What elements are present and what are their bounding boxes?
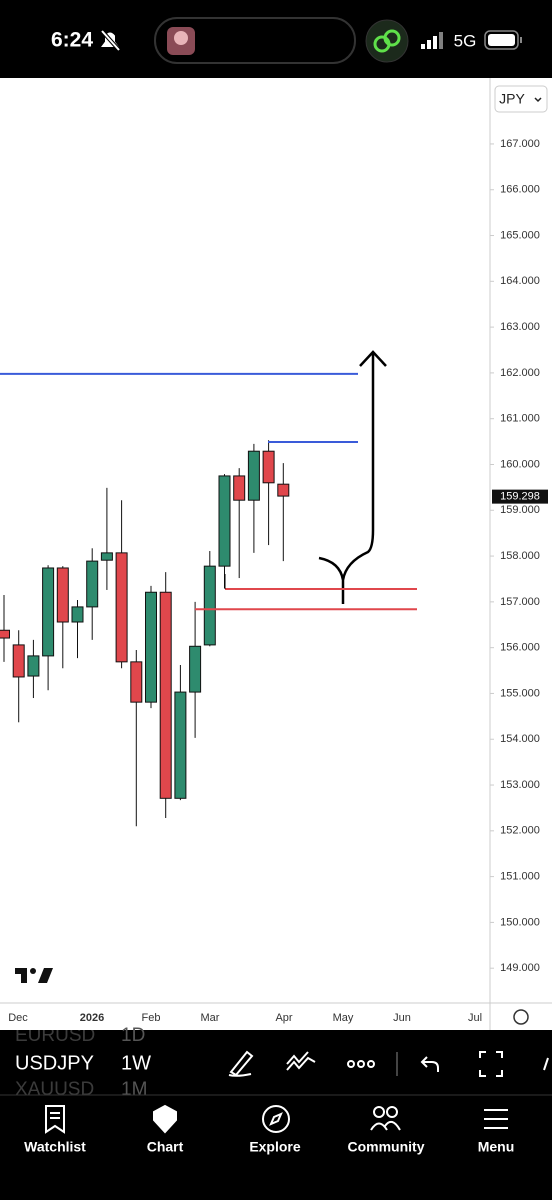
chart-area [0, 78, 552, 1030]
y-tick-label: 163.000 [500, 321, 540, 333]
x-tick-label: 2026 [80, 1012, 104, 1024]
y-tick-label: 153.000 [500, 779, 540, 791]
hidden-symbols: EURUSD XAUUSD [15, 1025, 95, 1100]
y-tick-label: 152.000 [500, 825, 540, 837]
battery [484, 30, 522, 50]
clock: 6:24 [51, 29, 93, 52]
y-tick-label: 164.000 [500, 275, 540, 287]
nav-labels: Watchlist Chart Explore Community Menu [24, 1139, 514, 1155]
x-tick-label: Jul [468, 1012, 482, 1024]
x-tick-label: Dec [8, 1012, 28, 1024]
candle-body [115, 552, 128, 663]
nav-label[interactable]: Explore [249, 1139, 301, 1155]
mute-icon [100, 29, 121, 52]
settings-icon[interactable] [513, 1009, 529, 1025]
toolbar-icons[interactable] [228, 1050, 549, 1077]
y-tick-label: 156.000 [500, 642, 540, 654]
y-tick-label: 159.000 [500, 504, 540, 516]
last-price-box [492, 489, 548, 504]
drawn-arrow [318, 350, 387, 604]
hidden-symbol: XAUUSD [15, 1079, 94, 1100]
y-tick-label: 157.000 [500, 596, 540, 608]
candle-body [277, 483, 290, 497]
candle-body [42, 567, 55, 657]
x-tick-label: May [333, 1012, 354, 1024]
x-tick-label: Jun [393, 1012, 411, 1024]
y-tick-label: 155.000 [500, 687, 540, 699]
nav-bar [0, 1095, 552, 1200]
nav-label[interactable]: Chart [147, 1139, 184, 1155]
candle-body [262, 450, 275, 484]
candle-body [174, 691, 187, 799]
x-tick-label: Feb [142, 1012, 161, 1024]
plot [0, 440, 290, 827]
y-tick-label: 161.000 [500, 413, 540, 425]
candle-body [56, 567, 69, 623]
y-tick-label: 149.000 [500, 962, 540, 974]
y-tick-label: 162.000 [500, 367, 540, 379]
candle-body [145, 591, 157, 703]
network: 5G [454, 31, 477, 50]
currency: JPY [499, 91, 525, 107]
link-icon [373, 29, 401, 53]
signal-bars [421, 32, 443, 49]
last-price: 159.298 [500, 491, 540, 503]
nav-label[interactable]: Community [348, 1139, 425, 1155]
candle-body [100, 552, 113, 561]
dynamic-island [154, 17, 356, 64]
avatar-face [174, 31, 188, 45]
candle-body [218, 475, 231, 567]
currency-dropdown[interactable] [494, 85, 548, 113]
nav-icons [45, 1104, 508, 1134]
y-tick-label: 165.000 [500, 229, 540, 241]
candle-body [86, 560, 99, 608]
candle-body [159, 591, 172, 799]
candle-body [130, 661, 143, 703]
candle-body [12, 644, 25, 678]
candle-body [27, 655, 40, 677]
nav-label[interactable]: Watchlist [24, 1139, 86, 1155]
candle-body [233, 475, 246, 501]
dropdown-caret [534, 97, 542, 103]
y-tick-label: 154.000 [500, 733, 540, 745]
x-tick-label: Mar [201, 1012, 220, 1024]
y-tick-label: 166.000 [500, 184, 540, 196]
toolbar [0, 1030, 552, 1095]
nav-label[interactable]: Menu [478, 1139, 515, 1155]
candle-body [189, 645, 202, 693]
candle-body [71, 606, 84, 623]
candle-body [247, 450, 260, 501]
y-tick-label: 151.000 [500, 871, 540, 883]
hidden-symbol: EURUSD [15, 1025, 95, 1046]
interval[interactable]: 1W [121, 1052, 151, 1074]
y-tick-label: 167.000 [500, 138, 540, 150]
symbol[interactable]: USDJPY [15, 1052, 94, 1074]
y-tick-label: 160.000 [500, 458, 540, 470]
hidden-interval: 1D [121, 1025, 145, 1046]
candle-body [203, 565, 216, 646]
tradingview-logo [15, 968, 53, 983]
candle-body [0, 629, 10, 639]
y-tick-label: 150.000 [500, 916, 540, 928]
x-tick-label: Apr [275, 1012, 292, 1024]
y-tick-label: 158.000 [500, 550, 540, 562]
